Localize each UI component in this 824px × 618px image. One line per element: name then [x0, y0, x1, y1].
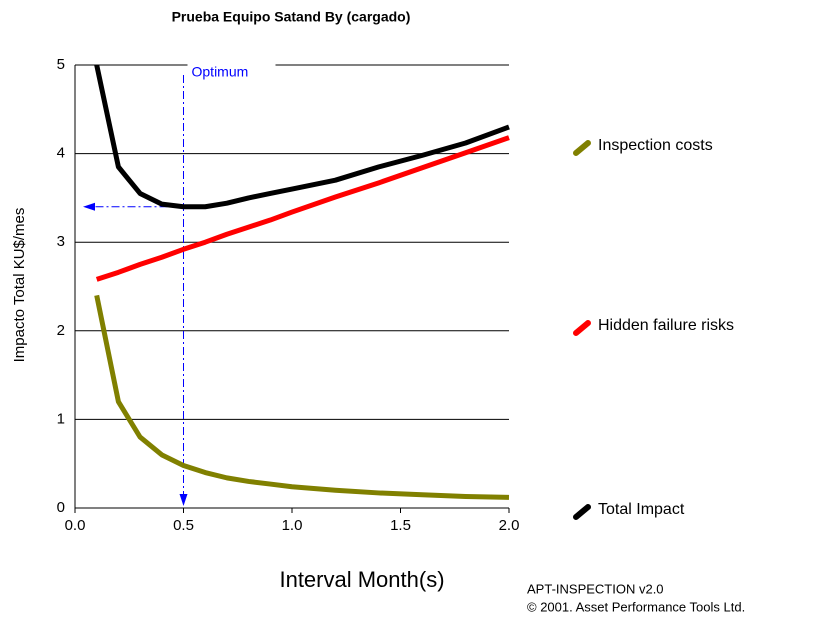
footer-line: APT-INSPECTION v2.0 — [527, 581, 664, 596]
chart-title: Prueba Equipo Satand By (cargado) — [172, 9, 411, 25]
y-tick-label: 4 — [57, 145, 65, 162]
x-axis-label: Interval Month(s) — [279, 567, 444, 592]
label-background — [187, 56, 276, 74]
arrowhead — [83, 202, 95, 211]
series-line — [94, 64, 510, 210]
y-tick-label: 0 — [57, 499, 65, 516]
legend-label: Inspection costs — [598, 137, 713, 154]
x-tick-label: 2.0 — [499, 517, 520, 534]
legend-label: Hidden failure risks — [598, 317, 734, 334]
series-line — [95, 135, 510, 282]
legend-swatch — [573, 140, 591, 156]
series-line — [94, 294, 510, 500]
plot-lines — [94, 64, 510, 500]
x-tick-label: 0.0 — [65, 517, 86, 534]
legend-swatch — [573, 320, 591, 336]
footer-line: © 2001. Asset Performance Tools Ltd. — [527, 599, 745, 614]
y-tick-label: 1 — [57, 410, 65, 427]
legend-label: Total Impact — [598, 501, 685, 518]
x-tick-label: 1.5 — [390, 517, 411, 534]
y-tick-label: 5 — [57, 56, 65, 73]
y-tick-label: 2 — [57, 322, 65, 339]
x-tick-label: 0.5 — [173, 517, 194, 534]
annotation: Optimum — [192, 64, 249, 80]
arrowhead — [179, 494, 188, 506]
y-tick-label: 3 — [57, 233, 65, 250]
legend-swatch — [573, 504, 591, 520]
y-axis-label: Impacto Total KU$/mes — [11, 208, 28, 363]
x-tick-label: 1.0 — [282, 517, 303, 534]
